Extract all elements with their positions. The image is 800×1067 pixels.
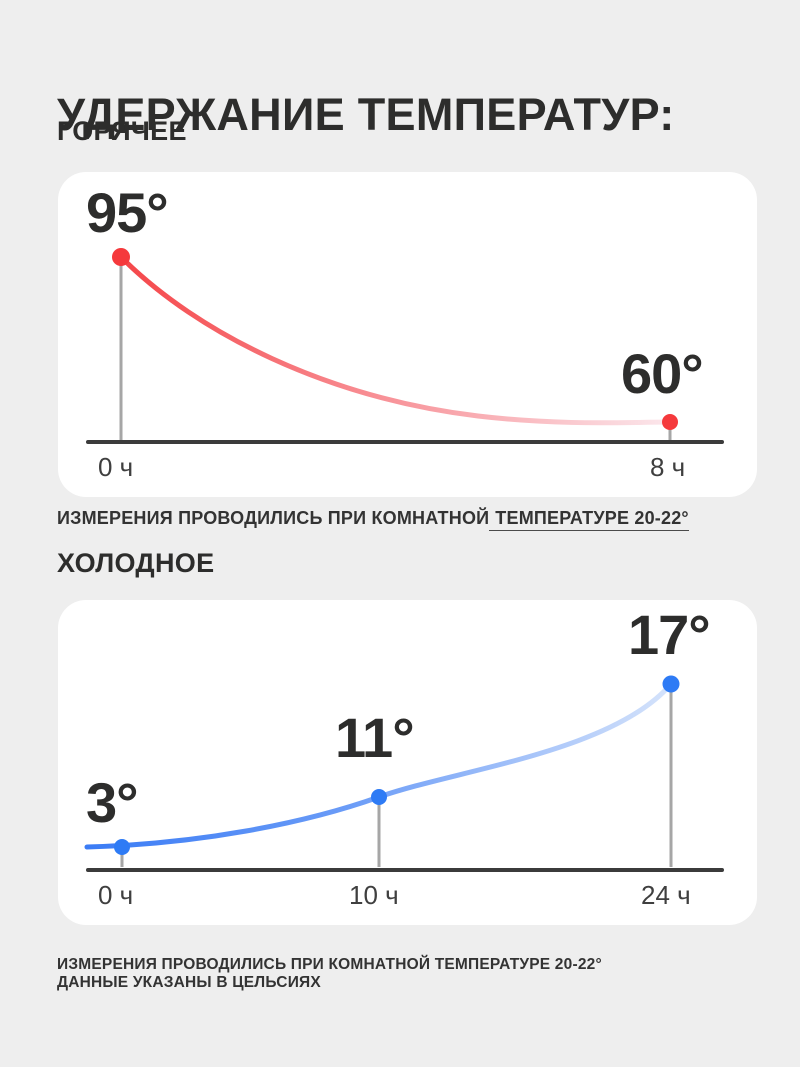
cold-value-label-24h: 17° [628,603,711,666]
hot-measurement-note: ИЗМЕРЕНИЯ ПРОВОДИЛИСЬ ПРИ КОМНАТНОЙ ТЕМПЕ… [57,508,689,531]
footer-note-line1: ИЗМЕРЕНИЯ ПРОВОДИЛИСЬ ПРИ КОМНАТНОЙ ТЕМП… [57,956,602,973]
note-underlined-text: ТЕМПЕРАТУРЕ 20-22° [489,508,689,531]
hot-start-value-label: 95° [86,181,169,244]
hot-tick-8h: 8 ч [650,452,686,482]
hot-start-point [112,248,130,266]
hot-chart-card: 95° 60° 0 ч 8 ч [58,172,757,497]
cold-value-label-0h: 3° [86,771,139,834]
page-title: УДЕРЖАНИЕ ТЕМПЕРАТУР: [57,89,675,141]
cold-tick-24h: 24 ч [641,880,691,910]
cold-point-24h [662,675,680,693]
hot-end-value-label: 60° [621,342,704,405]
cold-chart-canvas [84,675,724,872]
cold-value-label-10h: 11° [335,706,415,769]
footer-notes: ИЗМЕРЕНИЯ ПРОВОДИЛИСЬ ПРИ КОМНАТНОЙ ТЕМП… [57,956,602,993]
footer-note-line2: ДАННЫЕ УКАЗАНЫ В ЦЕЛЬСИЯХ [57,974,321,992]
cold-tick-0h: 0 ч [98,880,134,910]
hot-chart-canvas [86,248,724,444]
hot-section-heading: ГОРЯЧЕЕ [57,116,187,146]
cold-point-0h [114,839,130,855]
hot-temperature-curve [118,254,673,426]
note-text: ИЗМЕРЕНИЯ ПРОВОДИЛИСЬ ПРИ КОМНАТНОЙ [57,508,490,528]
hot-end-point [662,414,678,430]
cold-section-heading: ХОЛОДНОЕ [57,548,215,578]
cold-chart-card: 3° 11° 17° 0 ч 10 ч 24 ч [58,600,757,925]
hot-tick-0h: 0 ч [98,452,134,482]
cold-tick-10h: 10 ч [349,880,399,910]
cold-point-10h [371,789,387,805]
